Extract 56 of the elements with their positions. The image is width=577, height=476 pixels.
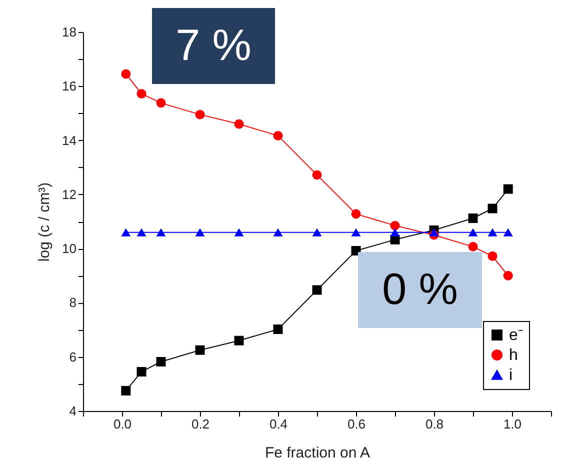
point xyxy=(156,98,166,108)
point xyxy=(488,228,498,236)
point xyxy=(351,209,361,219)
point xyxy=(429,228,439,236)
point xyxy=(503,270,513,280)
point xyxy=(121,386,131,396)
legend-label: e⁻ xyxy=(509,327,523,344)
point xyxy=(234,336,244,346)
x-tick-label: 0.4 xyxy=(269,416,288,432)
point xyxy=(273,130,283,140)
y-tick-label: 4 xyxy=(69,404,76,418)
point xyxy=(136,367,146,376)
point xyxy=(503,184,513,194)
y-tick-label: 12 xyxy=(62,186,76,202)
point xyxy=(312,170,322,180)
point xyxy=(195,345,205,355)
point xyxy=(121,228,131,236)
point xyxy=(136,228,146,236)
x-tick-label: 0.0 xyxy=(113,416,132,432)
point xyxy=(488,251,498,261)
point xyxy=(390,220,400,230)
y-tick-label: 14 xyxy=(62,132,76,148)
point xyxy=(503,228,513,236)
y-tick-label: 6 xyxy=(69,349,76,364)
point xyxy=(488,204,498,214)
point xyxy=(468,242,478,252)
legend-label: h xyxy=(509,347,518,364)
point xyxy=(156,356,166,366)
y-tick-label: 8 xyxy=(69,295,76,310)
point xyxy=(195,110,205,120)
point xyxy=(351,228,361,236)
point xyxy=(468,214,478,223)
x-tick-label: 0.8 xyxy=(425,416,444,432)
point xyxy=(468,228,478,236)
x-tick-label: 0.6 xyxy=(347,416,366,432)
point xyxy=(136,88,146,98)
y-axis-title: log (c / cm³) xyxy=(36,182,54,262)
point xyxy=(195,228,205,236)
x-axis-title: Fe fraction on A xyxy=(264,444,370,462)
annotation: 0 % xyxy=(358,252,482,328)
y-tick-label: 10 xyxy=(62,241,76,256)
legend-label: i xyxy=(509,367,513,384)
point xyxy=(156,228,166,236)
point xyxy=(273,324,283,334)
point xyxy=(312,285,322,295)
x-tick-label: 0.2 xyxy=(191,416,210,432)
point xyxy=(234,119,244,129)
point xyxy=(273,228,283,236)
point xyxy=(234,228,244,236)
y-tick-label: 18 xyxy=(62,24,76,40)
y-tick-label: 16 xyxy=(62,78,76,94)
point xyxy=(390,228,400,236)
point xyxy=(312,228,322,236)
x-tick-label: 1.0 xyxy=(503,416,522,432)
point xyxy=(121,69,131,79)
annotation: 7 % xyxy=(152,8,275,84)
